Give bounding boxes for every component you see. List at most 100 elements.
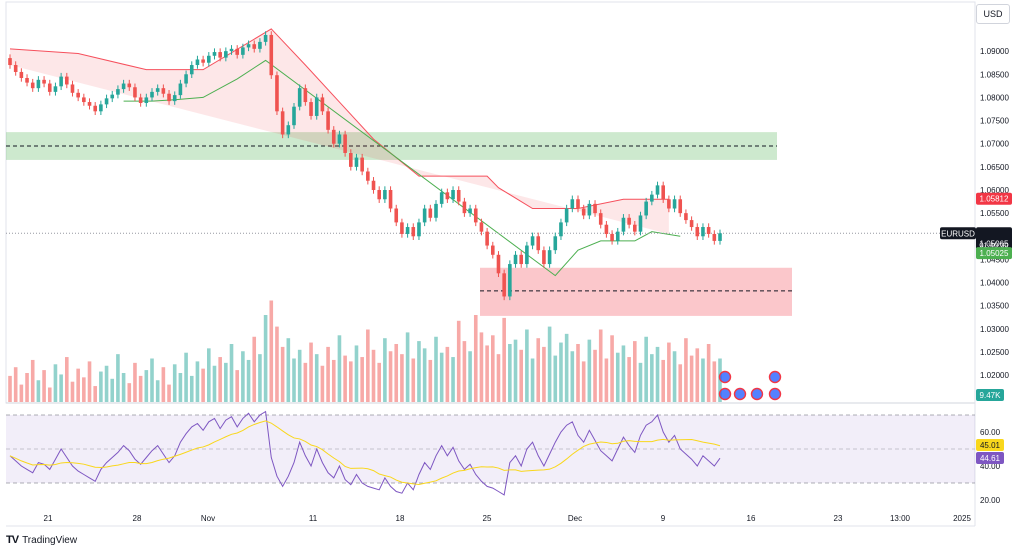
volume-bar [121, 373, 126, 402]
price-tick-label: 1.02000 [980, 371, 1009, 380]
candle [133, 87, 137, 98]
candle [479, 222, 484, 232]
volume-bar [366, 329, 370, 402]
price-tick-label: 1.09000 [980, 47, 1009, 56]
candle [212, 52, 217, 56]
candle [621, 217, 626, 232]
volume-bar [144, 370, 149, 402]
volume-bar [229, 344, 234, 402]
volume-bar [76, 368, 80, 402]
volume-bar [110, 378, 115, 402]
candle [411, 227, 416, 237]
candle [553, 236, 558, 251]
candle [564, 208, 569, 223]
volume-bar [542, 346, 546, 402]
last-price-label-bg [976, 227, 1012, 250]
volume-bar [456, 320, 461, 402]
volume-bar [570, 351, 575, 402]
candle [70, 84, 75, 93]
volume-bar [689, 355, 694, 402]
volume-bar [93, 386, 97, 402]
candle [13, 65, 18, 72]
symbol-label-bg [940, 227, 976, 240]
event-marker-icon [768, 370, 782, 384]
volume-bar [354, 345, 359, 402]
volume-bar [252, 336, 257, 402]
volume-bar [513, 339, 518, 402]
candle [684, 213, 688, 221]
candle [615, 231, 620, 241]
price-pane-frame [5, 1, 976, 404]
price-tick-label: 1.04000 [980, 279, 1009, 288]
rsi-tick-label: 60.00 [980, 428, 1001, 437]
countdown-label: 01:40:30 [979, 240, 1008, 249]
candle [394, 208, 399, 223]
candle [542, 250, 546, 265]
candle [331, 129, 336, 144]
volume-bar [371, 349, 376, 402]
candle [672, 199, 677, 209]
volume-bar [19, 384, 24, 402]
volume-bar [331, 359, 336, 402]
volume-bar [678, 364, 683, 402]
candle [627, 217, 631, 225]
price-tick-label: 1.03000 [980, 325, 1009, 334]
candle [155, 88, 160, 92]
volume-bar [661, 359, 665, 402]
volume-bar [604, 358, 609, 402]
candle [536, 236, 541, 251]
volume-bar [150, 358, 154, 402]
candle [229, 48, 234, 52]
candle [405, 227, 410, 234]
volume-bar [439, 352, 444, 402]
volume-value-label-bg [976, 389, 1004, 401]
time-tick-label: 9 [661, 514, 666, 523]
volume-bar [82, 377, 86, 402]
volume-bar [59, 374, 63, 402]
candle [144, 97, 149, 103]
volume-bar [36, 380, 41, 402]
volume-bar [178, 373, 183, 402]
currency-selector[interactable]: USD [976, 4, 1010, 24]
volume-bar [70, 381, 75, 402]
candle [462, 201, 467, 214]
candle [445, 192, 450, 200]
volume-bar [593, 349, 597, 402]
candle [610, 233, 614, 241]
candle [439, 192, 444, 204]
volume-bar [638, 362, 643, 402]
candle [530, 236, 535, 246]
candle [110, 94, 115, 99]
volume-bar [25, 373, 29, 402]
candle [241, 47, 245, 55]
event-marker-icon [768, 387, 782, 401]
volume-bar [525, 329, 529, 402]
volume-bar [615, 352, 620, 402]
volume-bar [485, 345, 489, 402]
candle [59, 76, 63, 87]
candle [343, 134, 347, 153]
candle [678, 199, 683, 214]
candle [314, 97, 319, 116]
volume-bar [201, 368, 205, 402]
candle [633, 224, 637, 232]
volume-bar [309, 342, 313, 402]
candle [320, 97, 325, 112]
volume-bar [269, 300, 274, 402]
candle [354, 157, 359, 167]
candle [269, 34, 274, 76]
rsi-value-label-bg [976, 452, 1004, 464]
volume-bar [127, 383, 132, 402]
volume-bar [138, 375, 143, 402]
volume-bar [650, 354, 654, 402]
volume-bar [428, 359, 433, 402]
candle [349, 152, 353, 167]
candle [468, 208, 472, 214]
stop-lower-label-bg [976, 247, 1012, 260]
volume-bar [326, 346, 330, 402]
candle [519, 254, 523, 265]
volume-bar [104, 365, 109, 402]
candle [473, 208, 478, 223]
candle [326, 111, 330, 130]
